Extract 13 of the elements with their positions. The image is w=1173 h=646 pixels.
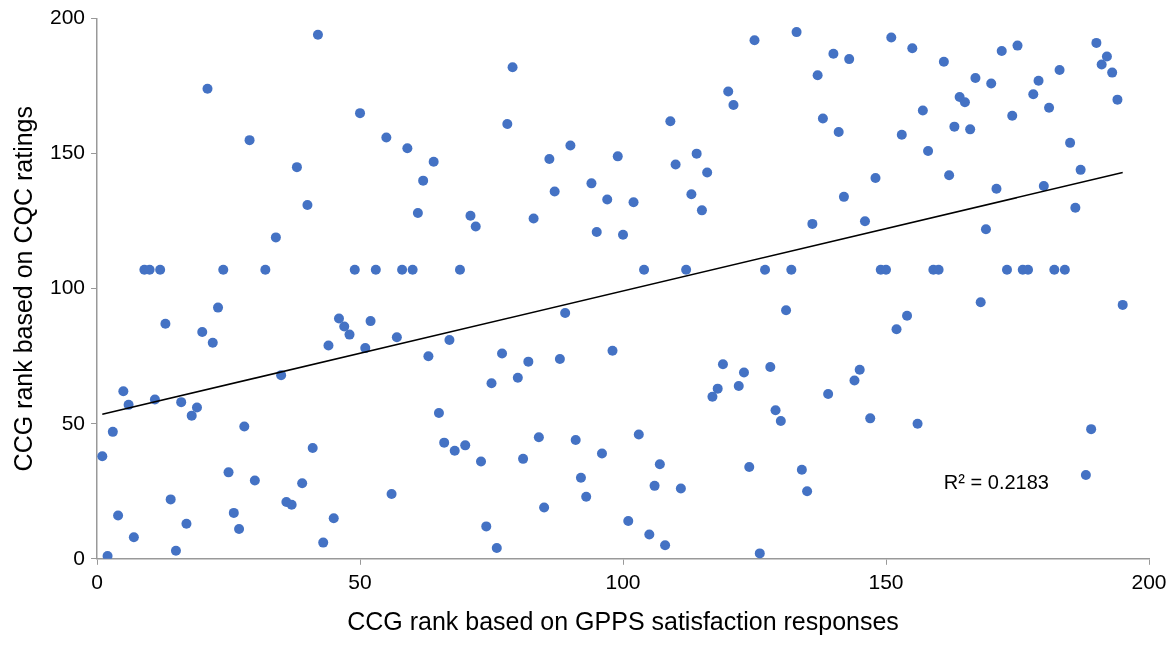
y-tick-label: 0 (73, 545, 86, 569)
annotation: R² = 0.2183 (943, 470, 1049, 493)
y-tick-label: 200 (49, 5, 86, 29)
x-tick-label: 50 (348, 570, 372, 594)
y-tick-label: 150 (49, 140, 86, 164)
x-tick-label: 0 (91, 570, 103, 594)
x-tick-label: 150 (868, 570, 904, 594)
x-tick-label: 100 (605, 570, 641, 594)
x-axis-title: CCG rank based on GPPS satisfaction responses (347, 606, 899, 635)
y-axis-title: CCG rank based on CQC ratings (8, 105, 37, 472)
y-tick-label: 100 (49, 275, 86, 299)
y-tick-label: 50 (61, 410, 86, 434)
x-tick-label: 200 (1131, 570, 1167, 594)
